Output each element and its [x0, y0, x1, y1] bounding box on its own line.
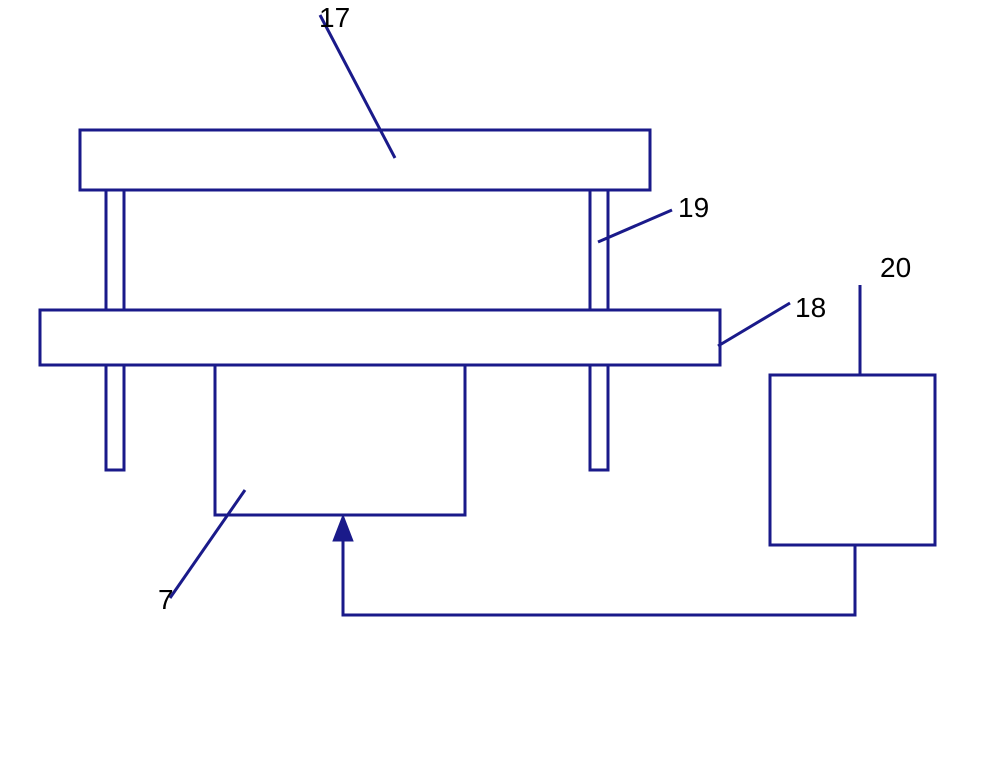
- schematic-svg: [0, 0, 1000, 757]
- center-box: [215, 365, 465, 515]
- label-17: 17: [319, 2, 350, 34]
- label-7: 7: [158, 584, 174, 616]
- bottom-plate: [40, 310, 720, 365]
- right-rod-lower: [590, 365, 608, 470]
- leader-17: [320, 15, 395, 158]
- connector-line: [343, 528, 855, 615]
- label-20: 20: [880, 252, 911, 284]
- left-rod-lower: [106, 365, 124, 470]
- label-18: 18: [795, 292, 826, 324]
- label-19: 19: [678, 192, 709, 224]
- leader-18: [718, 303, 790, 346]
- left-rod-upper: [106, 190, 124, 310]
- leader-7: [170, 490, 245, 598]
- right-box: [770, 375, 935, 545]
- arrow-icon: [333, 515, 353, 541]
- top-plate: [80, 130, 650, 190]
- right-rod-upper: [590, 190, 608, 310]
